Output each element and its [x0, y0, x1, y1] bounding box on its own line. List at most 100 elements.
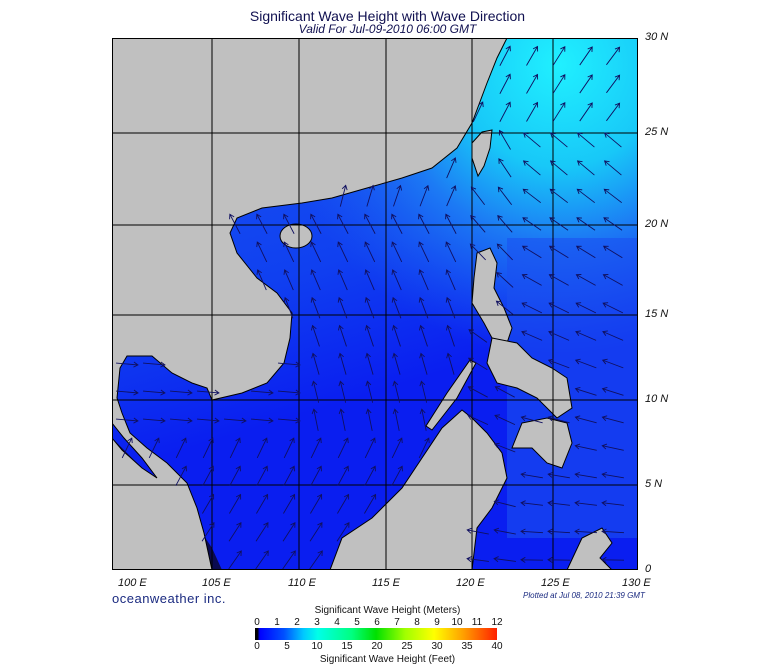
- wave-direction-arrow: [391, 269, 402, 291]
- wave-direction-arrow: [283, 269, 294, 291]
- wave-direction-arrow: [391, 324, 401, 347]
- legend-tick-meters: 2: [294, 617, 300, 628]
- wave-direction-arrow: [283, 241, 295, 263]
- wave-direction-arrow: [418, 269, 429, 291]
- wave-direction-arrow: [547, 528, 571, 535]
- wave-direction-arrow: [601, 500, 624, 507]
- wave-direction-arrow: [202, 465, 214, 486]
- wave-direction-arrow: [418, 213, 430, 234]
- legend-title-feet: Significant Wave Height (Feet): [319, 654, 456, 665]
- wave-direction-arrow: [310, 324, 320, 347]
- wave-direction-arrow: [310, 296, 321, 319]
- longitude-label: 110 E: [288, 577, 316, 589]
- wave-direction-arrow: [574, 387, 597, 396]
- wave-direction-arrow: [576, 132, 595, 148]
- wave-direction-arrow: [278, 417, 301, 424]
- wave-direction-arrow: [549, 160, 568, 176]
- legend-tick-meters: 4: [334, 617, 340, 628]
- wave-direction-arrow: [309, 522, 323, 542]
- wave-direction-arrow: [603, 188, 623, 204]
- wave-direction-arrow: [497, 215, 513, 233]
- wave-direction-arrow: [337, 465, 349, 486]
- hainan-island: [279, 223, 313, 249]
- wave-direction-arrow: [229, 437, 241, 459]
- wave-direction-arrow: [170, 389, 193, 396]
- wave-direction-arrow: [466, 556, 489, 563]
- wave-direction-arrow: [498, 158, 512, 178]
- wave-direction-arrow: [547, 556, 571, 563]
- wave-direction-arrow: [143, 389, 166, 396]
- wave-direction-arrow: [601, 443, 624, 451]
- latitude-label: 5 N: [645, 478, 663, 490]
- wave-direction-arrow: [520, 500, 543, 507]
- wave-height-map: [112, 38, 638, 570]
- wave-direction-arrow: [170, 417, 193, 424]
- legend-title-meters: Significant Wave Height (Meters): [314, 605, 461, 616]
- wave-direction-arrow: [548, 274, 569, 286]
- wave-direction-arrow: [311, 352, 320, 375]
- wave-direction-arrow: [228, 550, 242, 570]
- legend-tick-meters: 9: [434, 617, 440, 628]
- wave-direction-arrow: [521, 274, 542, 286]
- wave-direction-arrow: [197, 417, 220, 424]
- wave-direction-arrow: [606, 74, 621, 94]
- legend-tick-feet: 20: [371, 641, 383, 652]
- wave-direction-arrow: [520, 556, 544, 563]
- wave-direction-arrow: [310, 465, 322, 486]
- wave-direction-arrow: [552, 73, 566, 94]
- wave-direction-arrow: [472, 101, 484, 123]
- wave-direction-arrow: [283, 213, 295, 234]
- legend-tick-feet: 10: [311, 641, 323, 652]
- color-scale-bar: [255, 628, 497, 640]
- wave-direction-arrow: [574, 358, 597, 369]
- wave-direction-arrow: [283, 437, 295, 459]
- latitude-label: 30 N: [645, 31, 669, 43]
- legend-tick-meters: 8: [414, 617, 420, 628]
- wave-direction-arrow: [495, 300, 514, 316]
- wave-direction-arrow: [310, 241, 322, 263]
- longitude-label: 115 E: [372, 577, 400, 589]
- wave-direction-arrow: [419, 184, 430, 207]
- wave-direction-arrow: [337, 296, 348, 319]
- wave-direction-arrow: [311, 408, 319, 431]
- legend-tick-feet: 25: [401, 641, 413, 652]
- wave-direction-arrow: [310, 269, 321, 291]
- wave-direction-arrow: [364, 213, 376, 234]
- wave-direction-arrow: [391, 465, 403, 486]
- wave-direction-arrow: [601, 358, 624, 369]
- wave-direction-arrow: [522, 217, 542, 231]
- wave-direction-arrow: [575, 245, 596, 259]
- wave-direction-arrow: [310, 493, 323, 514]
- wave-direction-arrow: [602, 245, 623, 259]
- legend-tick-meters: 12: [491, 617, 503, 628]
- wave-direction-arrow: [493, 556, 516, 563]
- wave-direction-arrow: [116, 389, 139, 396]
- legend-tick-feet: 0: [254, 641, 260, 652]
- longitude-label: 100 E: [118, 577, 147, 589]
- wave-direction-arrow: [603, 132, 622, 148]
- wave-direction-arrow: [419, 380, 428, 403]
- wave-direction-arrow: [365, 352, 374, 375]
- latitude-label: 15 N: [645, 308, 669, 320]
- legend-tick-feet: 35: [461, 641, 473, 652]
- wave-direction-arrow: [282, 522, 296, 542]
- wave-direction-arrow: [469, 243, 486, 261]
- legend-tick-feet: 30: [431, 641, 443, 652]
- wave-direction-arrow: [391, 241, 403, 263]
- wave-direction-arrow: [446, 352, 455, 375]
- wave-direction-arrow: [256, 493, 269, 514]
- legend-tick-meters: 1: [274, 617, 280, 628]
- wave-direction-arrow: [498, 129, 511, 150]
- mindanao: [511, 417, 573, 469]
- wave-direction-arrow: [603, 160, 622, 176]
- wave-direction-arrow: [520, 471, 543, 479]
- longitude-label: 130 E: [622, 577, 651, 589]
- wave-direction-arrow: [201, 522, 215, 542]
- wave-direction-arrow: [364, 296, 375, 319]
- wave-direction-arrow: [602, 302, 624, 314]
- longitude-label: 120 E: [456, 577, 485, 589]
- wave-direction-arrow: [601, 556, 625, 563]
- wave-direction-arrow: [493, 442, 516, 453]
- wave-direction-arrow: [365, 408, 373, 431]
- latitude-label: 20 N: [645, 218, 669, 230]
